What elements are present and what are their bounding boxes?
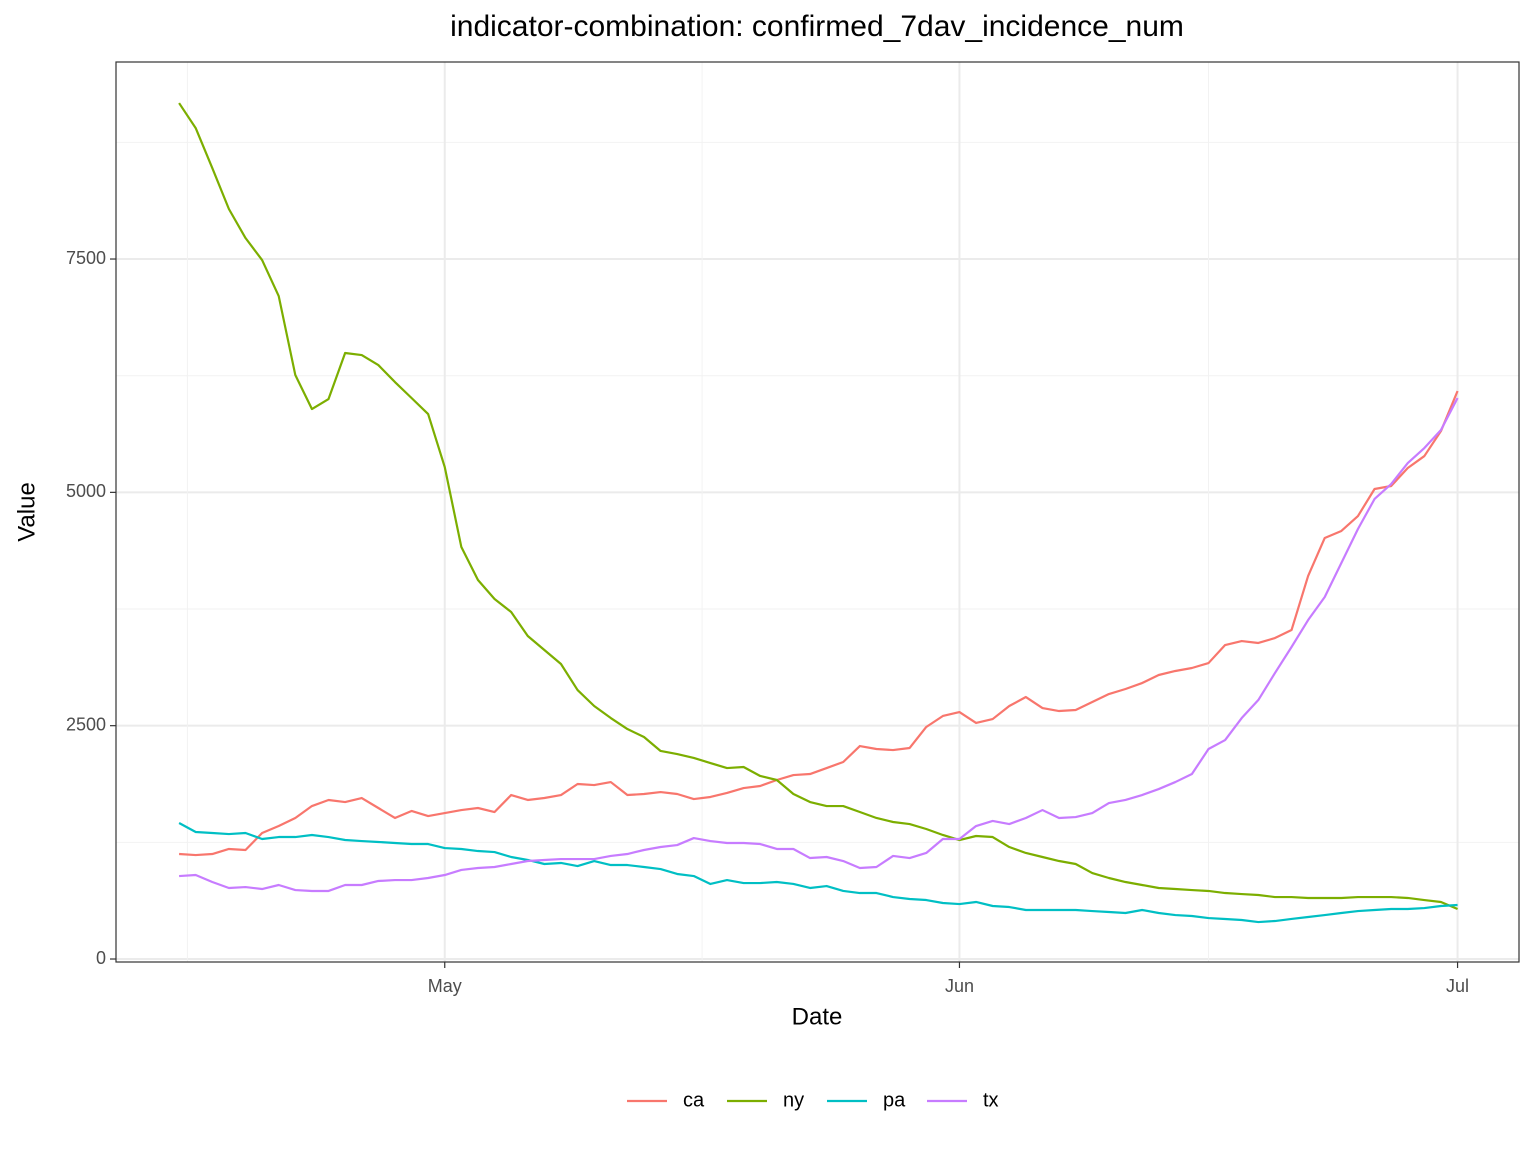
legend-label: tx: [983, 1089, 999, 1111]
x-tick-label: Jun: [945, 976, 974, 996]
y-tick-label: 5000: [66, 481, 106, 501]
axes: 0 2500 5000 7500 May Jun Jul: [66, 248, 1469, 996]
panel-border: [115, 61, 1520, 963]
x-axis-title: Date: [792, 1003, 843, 1030]
legend-label: ny: [783, 1089, 804, 1111]
y-axis-title: Value: [13, 482, 40, 542]
legend: ca ny pa tx: [627, 1089, 999, 1111]
y-tick-label: 2500: [66, 714, 106, 734]
grid: [116, 62, 1519, 962]
x-tick-label: Jul: [1446, 976, 1469, 996]
series-line: [178, 822, 1458, 924]
chart-title: indicator-combination: confirmed_7dav_in…: [450, 10, 1184, 43]
y-tick-label: 7500: [66, 248, 106, 268]
series-line: [179, 397, 1459, 893]
legend-label: ca: [683, 1089, 705, 1111]
series-line: [179, 390, 1459, 857]
plot-lines: [178, 102, 1459, 924]
legend-label: pa: [883, 1089, 906, 1111]
series-line: [178, 102, 1458, 911]
y-tick-label: 0: [96, 948, 106, 968]
x-tick-label: May: [428, 976, 462, 996]
